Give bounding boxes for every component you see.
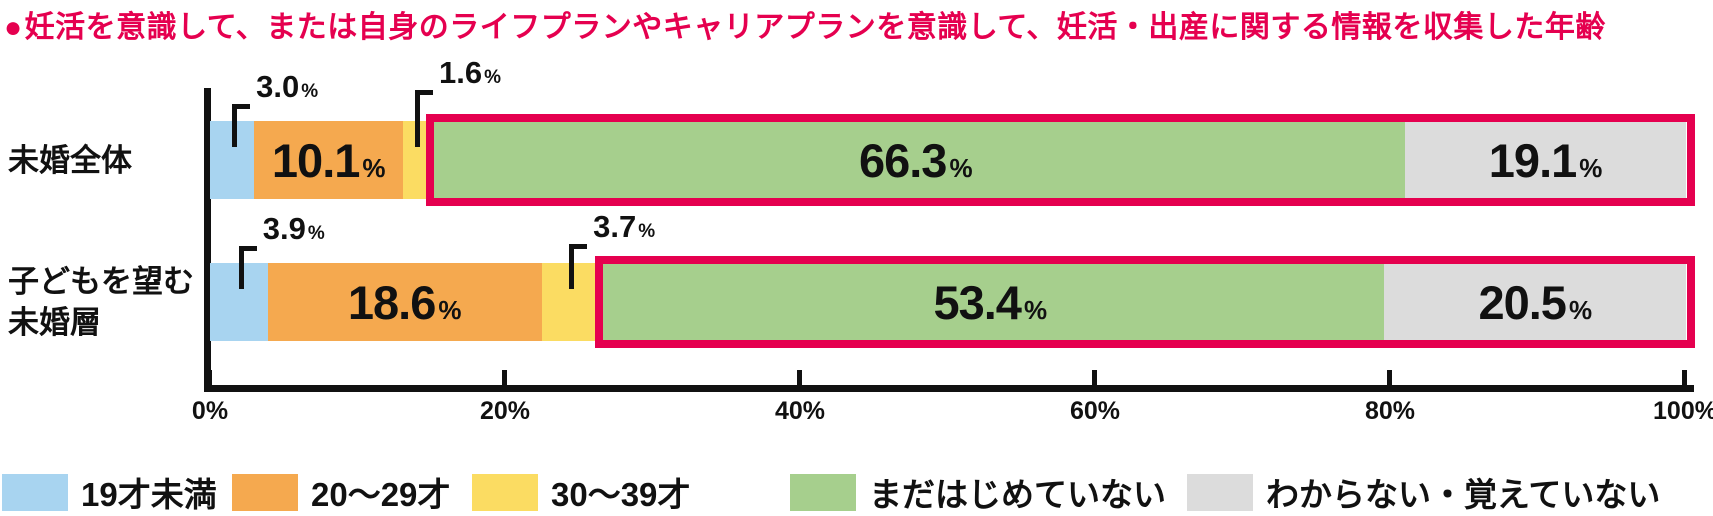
segment-value-label: 10.1% [254,121,403,199]
segment-value-label: 53.4% [596,263,1384,341]
bar-segment: 18.6% [267,263,542,341]
legend-swatch [232,473,298,511]
title-bullet-icon: ● [4,11,23,44]
callout-leader-arm [569,244,588,249]
axis-tick-label: 0% [191,397,229,425]
percent-sign: % [1579,152,1603,183]
axis-tick-label: 40% [774,397,826,425]
legend: 19才未満 20〜29才 30〜39才 まだはじめていない わからない・覚えていない [2,468,1713,513]
category-label: 子どもを望む 未婚層 [8,261,204,343]
percent-sign: % [484,67,502,88]
category-label-line: 子どもを望む [8,264,194,299]
bar-segment [403,121,427,199]
legend-label: 30〜39才 [551,476,691,513]
axis-tick [502,370,507,386]
value-number: 1.6 [439,55,483,90]
value-number: 66.3 [858,133,947,187]
legend-swatch [472,473,538,511]
bar-segment: 53.4% [596,263,1385,341]
legend-label: 19才未満 [81,476,217,513]
value-number: 3.7 [593,209,637,244]
callout-leader-line [238,246,244,289]
x-axis-line [204,385,1694,392]
legend-label: 20〜29才 [311,476,451,513]
percent-sign: % [307,223,325,244]
segment-value-label: 3.9% [262,211,325,246]
value-number: 20.5 [1478,275,1566,329]
percent-sign: % [949,152,973,183]
value-number: 3.0 [256,69,300,104]
highlight-box [425,114,1696,206]
value-number: 18.6 [347,275,436,329]
percent-sign: % [1568,294,1593,325]
legend-item: わからない・覚えていない [1187,468,1660,516]
segment-value-label: 1.6% [439,55,502,90]
callout-leader-line [415,90,421,147]
axis-tick-label: 100% [1653,397,1713,425]
category-label: 未婚全体 [8,140,204,181]
percent-sign: % [1023,294,1048,325]
axis-tick [1092,370,1097,386]
legend-item: 19才未満 [2,468,217,516]
segment-value-label: 20.5% [1384,263,1686,341]
segment-value-label: 3.0% [256,69,319,104]
title-text: 妊活を意識して、または自身のライフプランやキャリアプランを意識して、妊活・出産に… [24,11,1606,44]
axis-tick-label: 80% [1364,397,1416,425]
bar-segment: 66.3% [426,121,1405,199]
segment-value-label: 66.3% [427,121,1405,199]
axis-tick [1387,370,1392,386]
bar-row: 10.1% 66.3% 19.1% [210,114,1696,206]
chart-title: ●妊活を意識して、または自身のライフプランやキャリアプランを意識して、妊活・出産… [4,2,1606,46]
y-axis-line [204,88,211,391]
callout-leader-arm [415,90,434,95]
legend-swatch [790,473,856,511]
bar-segment: 19.1% [1404,121,1687,199]
axis-tick [797,370,802,386]
category-label-line: 未婚全体 [8,142,132,178]
legend-swatch [2,473,68,511]
percent-sign: % [362,152,386,183]
axis-tick [1682,370,1687,386]
callout-leader-arm [232,104,251,109]
axis-tick-label: 20% [479,397,531,425]
legend-item: まだはじめていない [790,468,1166,516]
callout-leader-line [232,104,238,147]
bar-segment: 10.1% [254,121,404,199]
bar-row: 18.6% 53.4% 20.5% [210,256,1696,348]
axis-tick [207,370,212,386]
value-number: 19.1 [1488,133,1577,187]
percent-sign: % [301,81,319,102]
segment-value-label: 3.7% [593,209,656,244]
percent-sign: % [638,221,656,242]
segment-value-label: 18.6% [268,263,542,341]
legend-label: わからない・覚えていない [1266,476,1661,513]
legend-label: まだはじめていない [869,476,1166,513]
axis-tick-label: 60% [1069,397,1121,425]
callout-leader-line [569,244,575,289]
bar-segment: 20.5% [1384,263,1687,341]
value-number: 3.9 [262,211,306,246]
legend-item: 20〜29才 [232,468,450,516]
segment-value-label: 19.1% [1405,121,1687,199]
category-label-line: 未婚層 [8,305,101,340]
legend-swatch [1187,473,1253,511]
legend-item: 30〜39才 [472,468,690,516]
percent-sign: % [438,294,462,325]
highlight-box [595,256,1696,348]
value-number: 53.4 [933,275,1021,329]
value-number: 10.1 [271,133,360,187]
callout-leader-arm [238,246,257,251]
